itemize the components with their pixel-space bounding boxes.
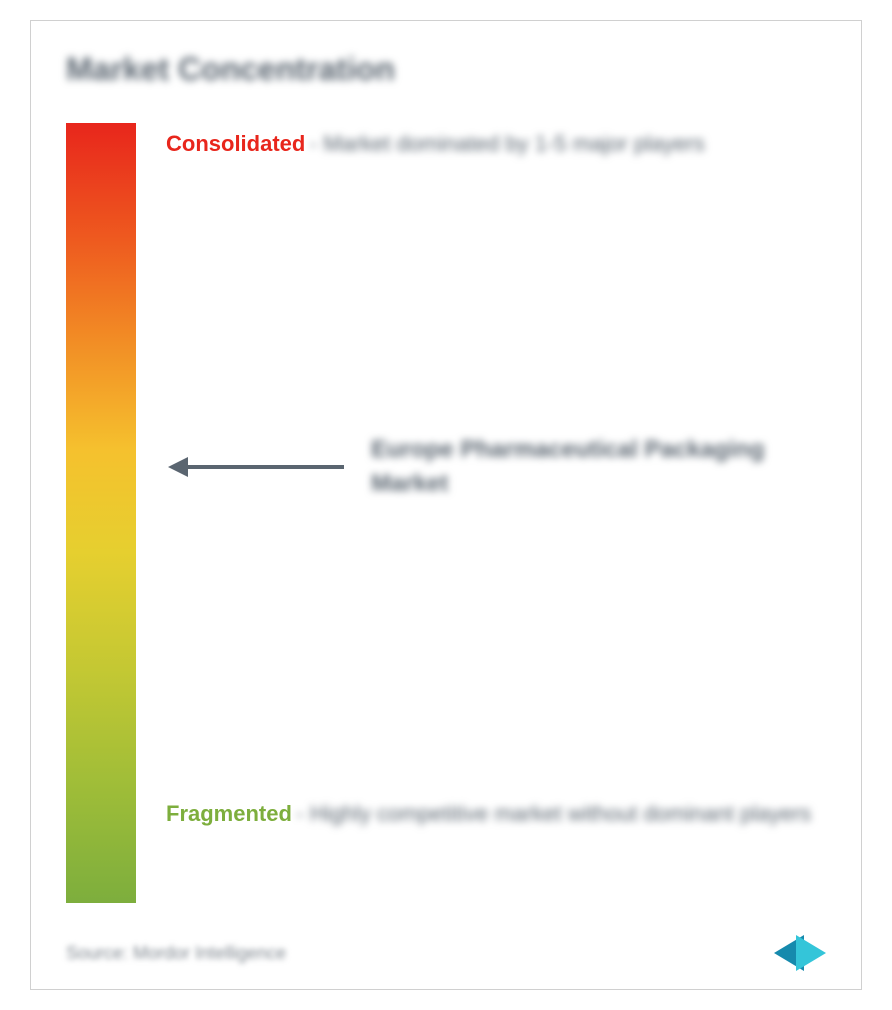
source-attribution: Source: Mordor Intelligence xyxy=(66,943,286,964)
text-content: Consolidated - Market dominated by 1-5 m… xyxy=(136,123,826,903)
consolidated-label: Consolidated xyxy=(166,131,305,156)
fragmented-description: - Highly competitive market without domi… xyxy=(296,801,811,826)
consolidated-section: Consolidated - Market dominated by 1-5 m… xyxy=(166,123,816,165)
concentration-gradient-bar xyxy=(66,123,136,903)
footer: Source: Mordor Intelligence xyxy=(66,935,826,971)
fragmented-label: Fragmented xyxy=(166,801,292,826)
chart-title: Market Concentration xyxy=(66,51,826,88)
brand-logo xyxy=(774,935,826,971)
logo-right-icon xyxy=(796,935,826,971)
content-area: Consolidated - Market dominated by 1-5 m… xyxy=(66,123,826,903)
fragmented-section: Fragmented - Highly competitive market w… xyxy=(166,793,816,835)
market-pointer-section: Europe Pharmaceutical Packaging Market xyxy=(166,433,816,500)
consolidated-description: - Market dominated by 1-5 major players xyxy=(310,131,705,156)
arrow-left-icon xyxy=(166,452,346,482)
market-name-label: Europe Pharmaceutical Packaging Market xyxy=(371,433,816,500)
infographic-container: Market Concentration Consolidated - Mark… xyxy=(30,20,862,990)
